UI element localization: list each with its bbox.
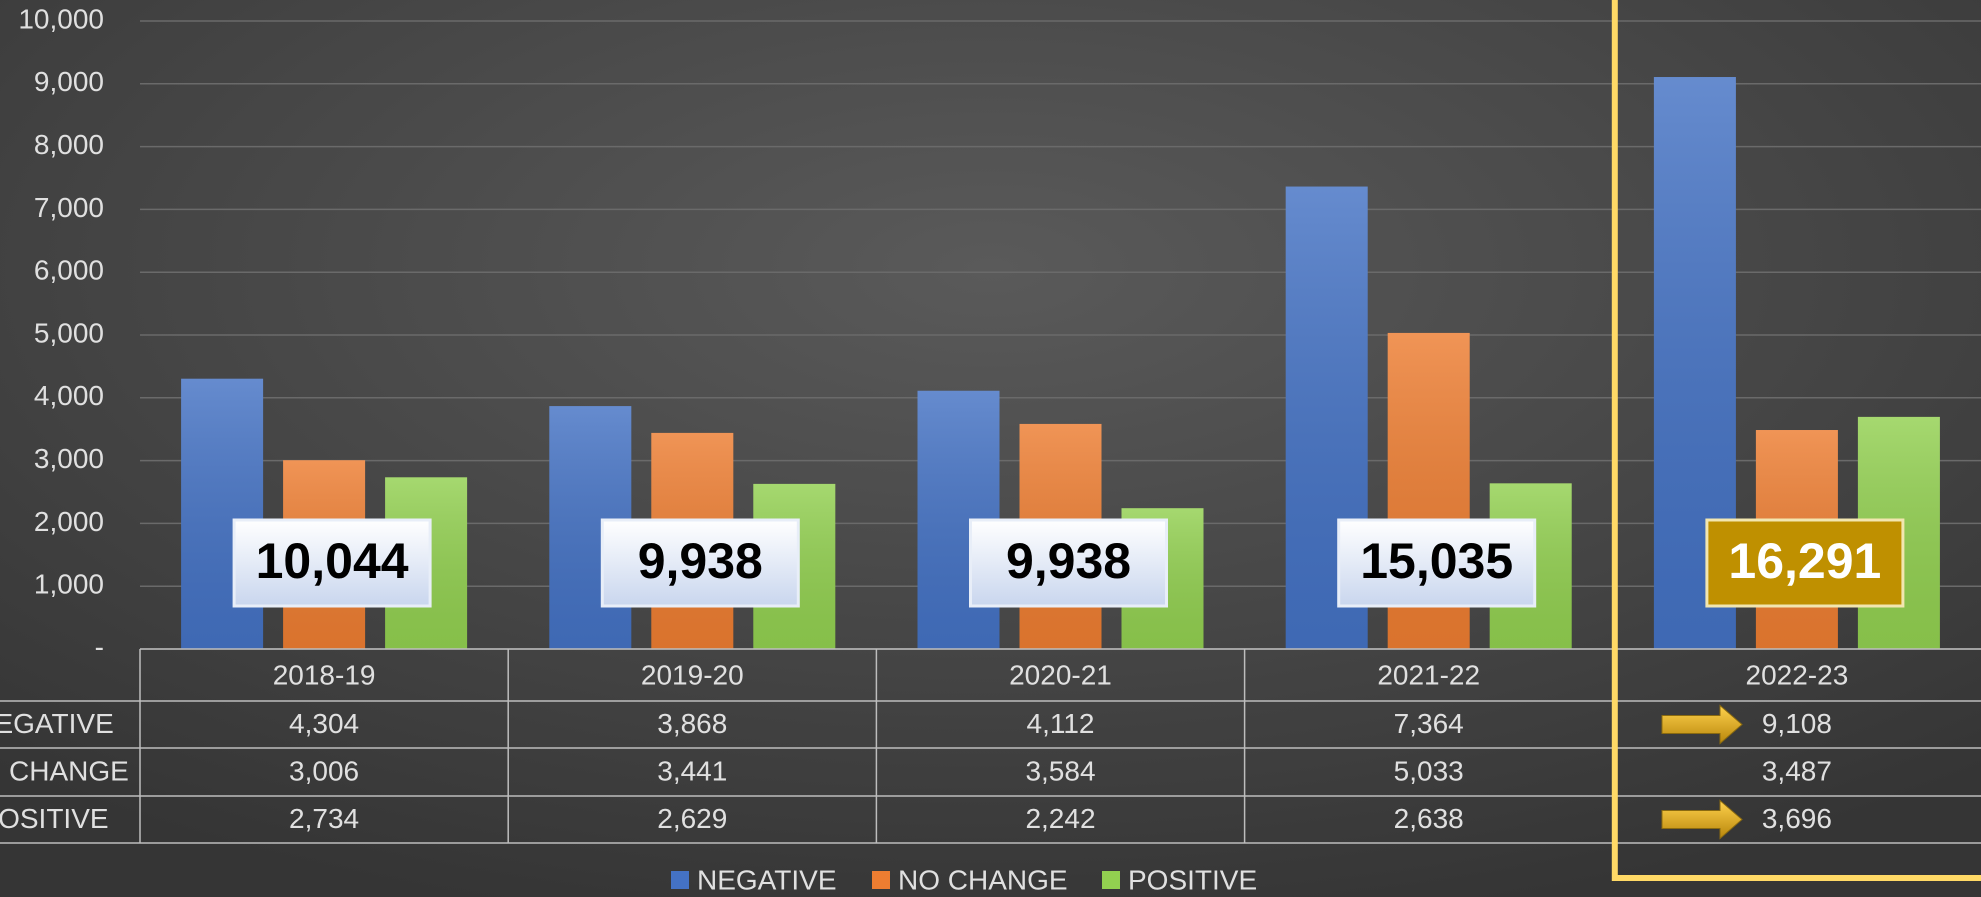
table-value: 3,006 xyxy=(289,755,359,786)
y-tick-label: 7,000 xyxy=(34,192,104,223)
y-tick-label: 4,000 xyxy=(34,380,104,411)
y-tick-label: 1,000 xyxy=(34,569,104,600)
y-tick-label: 2,000 xyxy=(34,506,104,537)
arrow xyxy=(1661,704,1743,745)
total-box xyxy=(232,518,432,608)
x-tick-label: 2019-20 xyxy=(641,659,744,690)
total-label: 16,291 xyxy=(1728,533,1881,589)
table-value: 3,441 xyxy=(657,755,727,786)
bar-sheen xyxy=(181,378,264,649)
y-tick-label: 8,000 xyxy=(34,129,104,160)
row-label: NO CHANGE xyxy=(0,755,129,786)
table-value: 3,868 xyxy=(657,708,727,739)
total-box xyxy=(969,518,1168,608)
total-box xyxy=(600,518,800,608)
table-value: 3,696 xyxy=(1762,803,1832,834)
legend-swatch xyxy=(872,871,890,889)
x-tick-label: 2022-23 xyxy=(1746,659,1849,690)
total-label: 15,035 xyxy=(1360,533,1513,589)
table-value: 2,629 xyxy=(657,803,727,834)
legend-swatch xyxy=(1102,871,1120,889)
row-label: POSITIVE xyxy=(0,803,109,834)
row-label: NEGATIVE xyxy=(0,708,114,739)
x-tick-label: 2020-21 xyxy=(1009,659,1112,690)
table-value: 2,638 xyxy=(1394,803,1464,834)
table-value: 9,108 xyxy=(1762,708,1832,739)
y-tick-label: 6,000 xyxy=(34,255,104,286)
legend-swatch xyxy=(671,871,689,889)
x-tick-label: 2018-19 xyxy=(273,659,376,690)
x-tick-label: 2021-22 xyxy=(1377,659,1480,690)
total-box xyxy=(1705,518,1905,608)
table-value: 5,033 xyxy=(1394,755,1464,786)
y-tick-label: - xyxy=(95,631,104,662)
total-label: 9,938 xyxy=(1006,533,1131,589)
total-box xyxy=(1337,518,1537,608)
table-value: 4,112 xyxy=(1027,708,1095,739)
y-tick-label: 10,000 xyxy=(18,3,104,34)
arrow xyxy=(1661,799,1743,840)
table-value: 2,734 xyxy=(289,803,359,834)
table-value: 2,242 xyxy=(1025,803,1095,834)
legend-label: NO CHANGE xyxy=(898,864,1068,895)
legend-label: NEGATIVE xyxy=(697,864,837,895)
table-value: 3,584 xyxy=(1025,755,1095,786)
y-tick-label: 9,000 xyxy=(34,66,104,97)
table-value: 4,304 xyxy=(289,708,359,739)
table-value: 3,487 xyxy=(1762,755,1832,786)
legend-label: POSITIVE xyxy=(1128,864,1257,895)
table-value: 7,364 xyxy=(1394,708,1464,739)
total-label: 9,938 xyxy=(638,533,763,589)
total-label: 10,044 xyxy=(256,533,409,589)
y-tick-label: 5,000 xyxy=(34,317,104,348)
y-tick-label: 3,000 xyxy=(34,443,104,474)
highlight-frame xyxy=(1611,0,1981,881)
